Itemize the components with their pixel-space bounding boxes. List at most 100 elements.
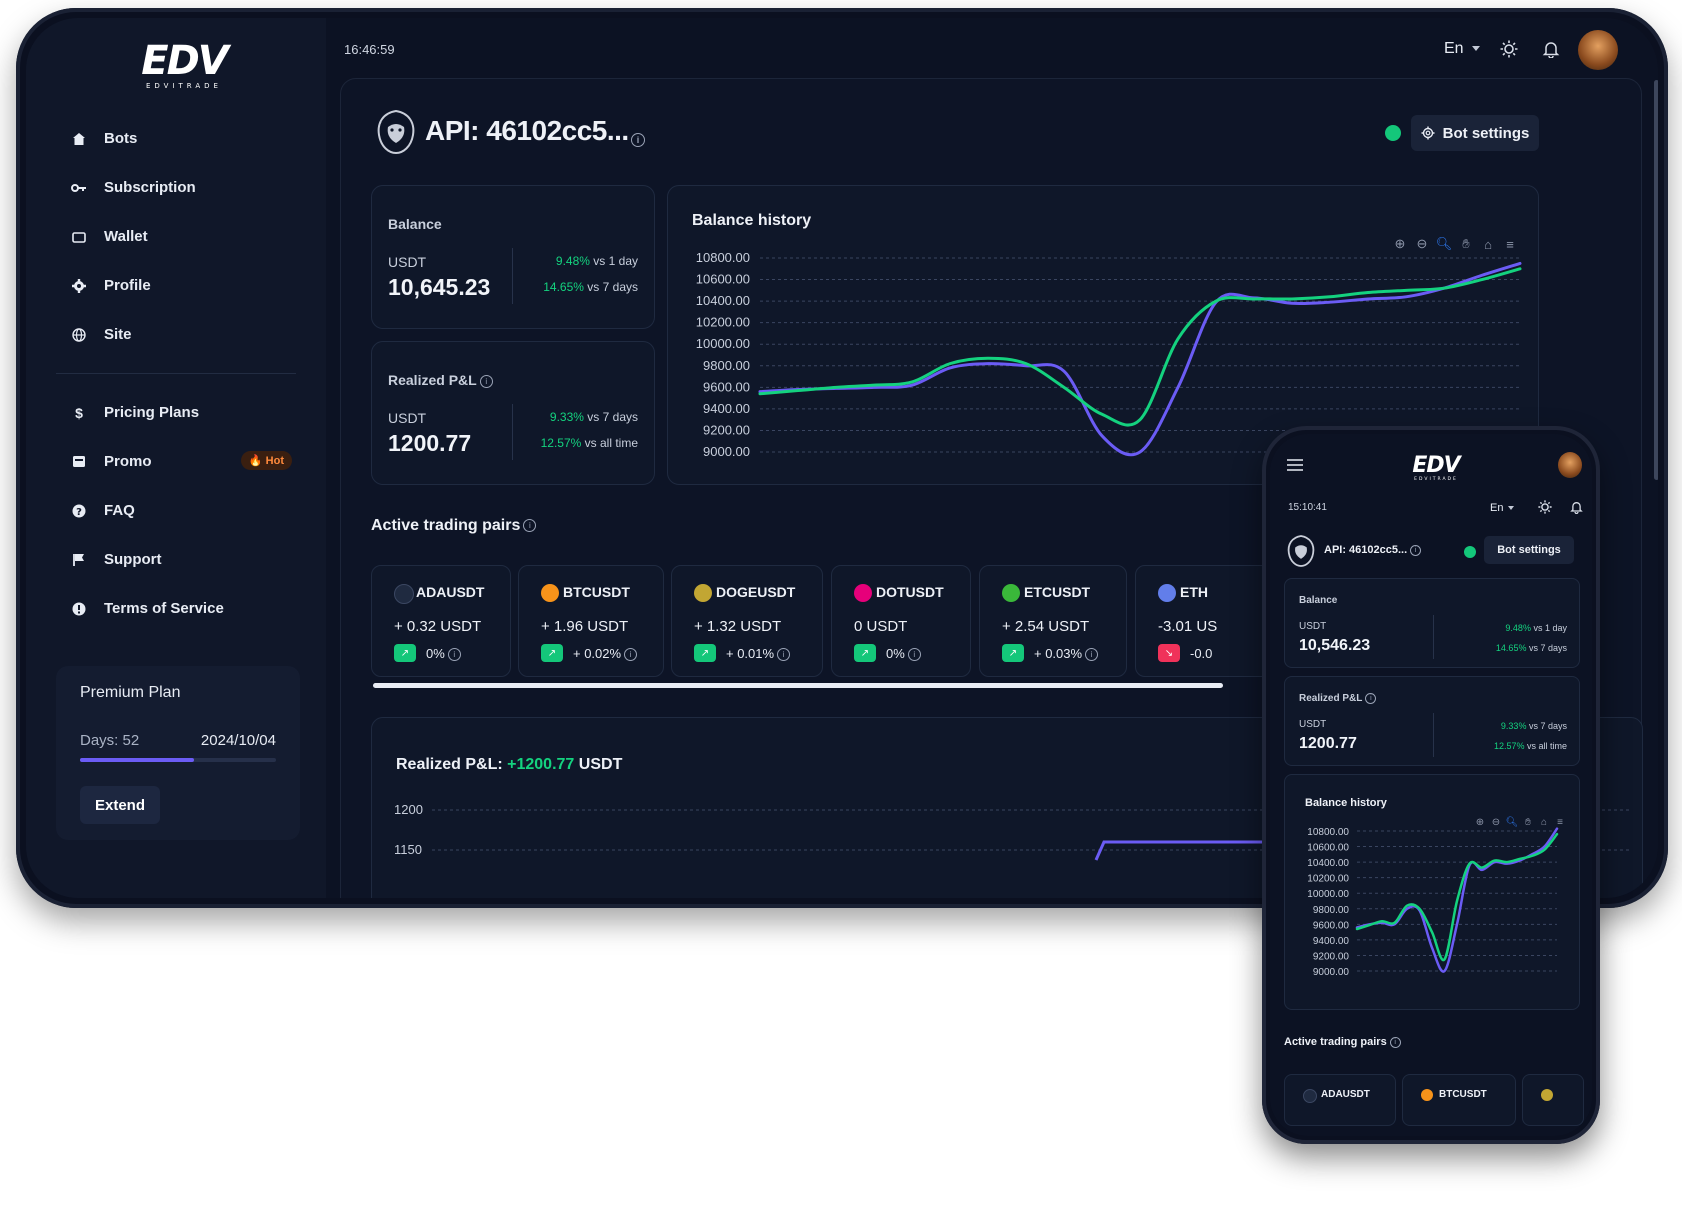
pair-card-dogeusdt[interactable]: DOGEUSDT + 1.32 USDT ↗ + 0.01% i (671, 565, 823, 677)
sidebar-item-terms[interactable]: Terms of Service (56, 584, 296, 633)
ada-coin-icon (1303, 1089, 1317, 1103)
sidebar-item-faq[interactable]: ? FAQ (56, 486, 296, 535)
pnl-chart-title: Realized P&L: +1200.77 USDT (396, 756, 622, 774)
pair-card-eth[interactable]: ETH -3.01 US ↘ -0.0 (1135, 565, 1277, 677)
info-icon[interactable]: i (907, 648, 921, 662)
pair-card-btcusdt[interactable]: BTCUSDT + 1.96 USDT ↗ + 0.02% i (518, 565, 664, 677)
pair-card-btcusdt[interactable]: BTCUSDT (1402, 1074, 1516, 1126)
sidebar-item-label: FAQ (104, 502, 135, 519)
balance-change-1d: 9.48% vs 1 day (556, 254, 638, 268)
y-tick-label: 10400.00 (1307, 858, 1349, 869)
bell-icon[interactable] (1570, 500, 1583, 515)
info-icon[interactable]: i (479, 374, 493, 388)
sidebar-item-label: Bots (104, 130, 138, 147)
info-icon[interactable]: i (630, 133, 645, 147)
pan-hand-icon[interactable]: ✋︎ (1525, 816, 1531, 828)
etc-coin-icon (1002, 584, 1020, 602)
avatar[interactable] (1558, 452, 1582, 478)
balance-card: Balance USDT 10,645.23 9.48% vs 1 day 14… (371, 185, 655, 329)
active-pairs-title-text: Active trading pairs (1284, 1036, 1387, 1048)
balance-change-1d: 9.48% vs 1 day (1505, 623, 1567, 633)
reset-home-icon[interactable]: ⌂ (1540, 816, 1548, 828)
sidebar-item-support[interactable]: Support (56, 535, 296, 584)
y-tick-label: 9800.00 (703, 358, 750, 373)
info-icon[interactable]: i (1410, 544, 1422, 556)
pair-name: DOTUSDT (876, 584, 944, 600)
pair-pct-value: + 0.02% (573, 646, 622, 661)
info-icon[interactable]: i (777, 648, 791, 662)
avatar[interactable] (1578, 30, 1618, 70)
change-label: vs 7 days (587, 410, 638, 424)
y-tick-label: 10000.00 (696, 336, 750, 351)
sidebar-item-label: Site (104, 326, 132, 343)
doge-coin-icon (1541, 1089, 1553, 1101)
flag-icon (70, 551, 88, 569)
pair-card-adausdt[interactable]: ADAUSDT + 0.32 USDT ↗ 0% i (371, 565, 511, 677)
sidebar-item-bots[interactable]: Bots (56, 114, 296, 163)
y-tick-label: 10200.00 (696, 315, 750, 330)
info-icon[interactable]: i (1389, 1036, 1401, 1048)
y-tick-label: 9000.00 (703, 444, 750, 459)
info-icon[interactable]: i (624, 648, 638, 662)
trend-up-icon: ↗ (541, 644, 563, 662)
magnifier-icon[interactable]: 🔍︎ (1505, 816, 1519, 828)
y-tick-label: 9200.00 (703, 422, 750, 437)
info-icon[interactable]: i (1365, 693, 1377, 704)
sidebar-item-wallet[interactable]: Wallet (56, 212, 296, 261)
info-icon[interactable]: i (1085, 648, 1099, 662)
sun-icon[interactable] (1500, 40, 1518, 58)
sidebar-item-site[interactable]: Site (56, 310, 296, 359)
sidebar-item-profile[interactable]: Profile (56, 261, 296, 310)
ada-coin-icon (394, 584, 414, 604)
info-icon[interactable]: i (447, 648, 461, 662)
plan-title: Premium Plan (80, 684, 181, 701)
zoom-out-icon[interactable]: ⊖ (1416, 236, 1428, 251)
extend-button[interactable]: Extend (80, 786, 160, 824)
zoom-in-icon[interactable]: ⊕ (1394, 236, 1406, 251)
zoom-out-icon[interactable]: ⊖ (1491, 816, 1501, 828)
y-tick-label: 10400.00 (696, 293, 750, 308)
sun-icon[interactable] (1538, 500, 1552, 514)
change-value: 9.33% (1500, 721, 1527, 731)
realized-change-all: 12.57% vs all time (1494, 741, 1567, 751)
logo-subtext: EDVITRADE (146, 82, 222, 90)
pan-hand-icon[interactable]: ✋︎ (1462, 236, 1470, 251)
premium-plan-card: Premium Plan Days: 52 2024/10/04 Extend (56, 666, 300, 840)
bot-settings-button[interactable]: Bot settings (1411, 115, 1539, 151)
globe-icon (70, 326, 88, 344)
logo[interactable]: EDV EDVITRADE (1400, 452, 1472, 482)
sidebar-item-subscription[interactable]: Subscription (56, 163, 296, 212)
bell-icon[interactable] (1542, 40, 1560, 59)
y-tick-label: 9400.00 (1313, 936, 1350, 947)
info-icon[interactable]: i (523, 519, 537, 533)
chart-menu-icon[interactable]: ≡ (1506, 236, 1514, 252)
magnifier-icon[interactable]: 🔍︎ (1435, 236, 1453, 251)
pair-amount: 0 USDT (854, 618, 908, 635)
zoom-in-icon[interactable]: ⊕ (1475, 816, 1485, 828)
y-tick-label: 9400.00 (703, 401, 750, 416)
sidebar-item-pricing-plans[interactable]: $ Pricing Plans (56, 388, 296, 437)
pair-card-adausdt[interactable]: ADAUSDT (1284, 1074, 1396, 1126)
series-line-1 (1355, 832, 1559, 962)
balance-label: Balance (388, 216, 442, 232)
pair-name: DOGEUSDT (716, 584, 796, 600)
language-select[interactable]: En (1444, 40, 1480, 58)
plan-date: 2024/10/04 (200, 732, 276, 749)
pair-card-doge[interactable] (1522, 1074, 1584, 1126)
pairs-scrollbar[interactable] (373, 683, 1223, 688)
language-select[interactable]: En (1490, 502, 1514, 514)
sidebar-nav: Bots Subscription Wallet Profile Site $ (56, 114, 296, 633)
chart-menu-icon[interactable]: ≡ (1557, 816, 1563, 828)
logo[interactable]: EDV EDVITRADE (114, 40, 254, 92)
bot-settings-button[interactable]: Bot settings (1484, 536, 1574, 564)
hamburger-menu-icon[interactable] (1286, 458, 1304, 472)
sidebar-item-promo[interactable]: Promo 🔥 Hot (56, 437, 296, 486)
balance-value: 10,546.23 (1299, 637, 1371, 654)
plan-days: Days: 52 (80, 732, 140, 749)
page-scrollbar[interactable] (1654, 80, 1658, 480)
reset-home-icon[interactable]: ⌂ (1484, 236, 1492, 252)
pair-card-dotusdt[interactable]: DOTUSDT 0 USDT ↗ 0% i (831, 565, 971, 677)
api-title: API: 46102cc5... i (1324, 544, 1422, 556)
pair-card-etcusdt[interactable]: ETCUSDT + 2.54 USDT ↗ + 0.03% i (979, 565, 1127, 677)
change-label: vs all time (1526, 741, 1567, 751)
